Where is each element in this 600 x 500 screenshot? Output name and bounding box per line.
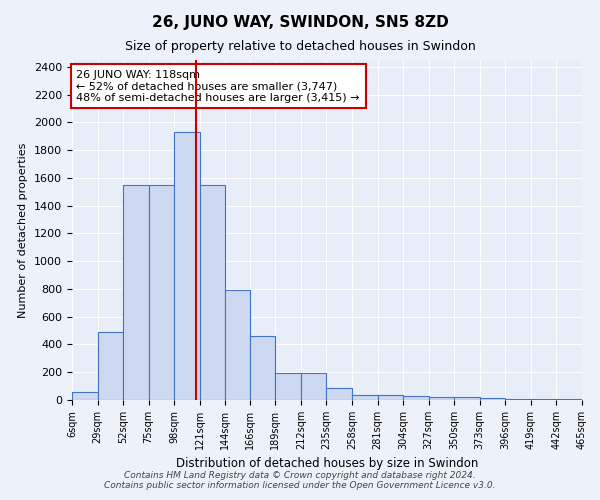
Bar — [72, 392, 98, 400]
Bar — [149, 185, 174, 400]
Bar — [174, 132, 200, 400]
Bar — [428, 396, 454, 400]
Bar — [326, 388, 352, 400]
Bar — [403, 396, 428, 400]
Bar — [275, 373, 301, 400]
Bar — [505, 398, 531, 400]
Y-axis label: Number of detached properties: Number of detached properties — [19, 142, 28, 318]
Bar — [377, 395, 403, 400]
Bar — [250, 336, 275, 400]
Bar — [123, 185, 149, 400]
Bar — [98, 332, 123, 400]
Bar — [480, 398, 505, 400]
Bar — [454, 397, 480, 400]
Bar — [200, 185, 226, 400]
Bar — [301, 373, 326, 400]
Text: 26, JUNO WAY, SWINDON, SN5 8ZD: 26, JUNO WAY, SWINDON, SN5 8ZD — [152, 15, 448, 30]
Text: Size of property relative to detached houses in Swindon: Size of property relative to detached ho… — [125, 40, 475, 53]
Text: Contains HM Land Registry data © Crown copyright and database right 2024.
Contai: Contains HM Land Registry data © Crown c… — [104, 470, 496, 490]
Bar — [226, 290, 250, 400]
X-axis label: Distribution of detached houses by size in Swindon: Distribution of detached houses by size … — [176, 458, 478, 470]
Bar — [352, 395, 377, 400]
Text: 26 JUNO WAY: 118sqm
← 52% of detached houses are smaller (3,747)
48% of semi-det: 26 JUNO WAY: 118sqm ← 52% of detached ho… — [76, 70, 360, 103]
